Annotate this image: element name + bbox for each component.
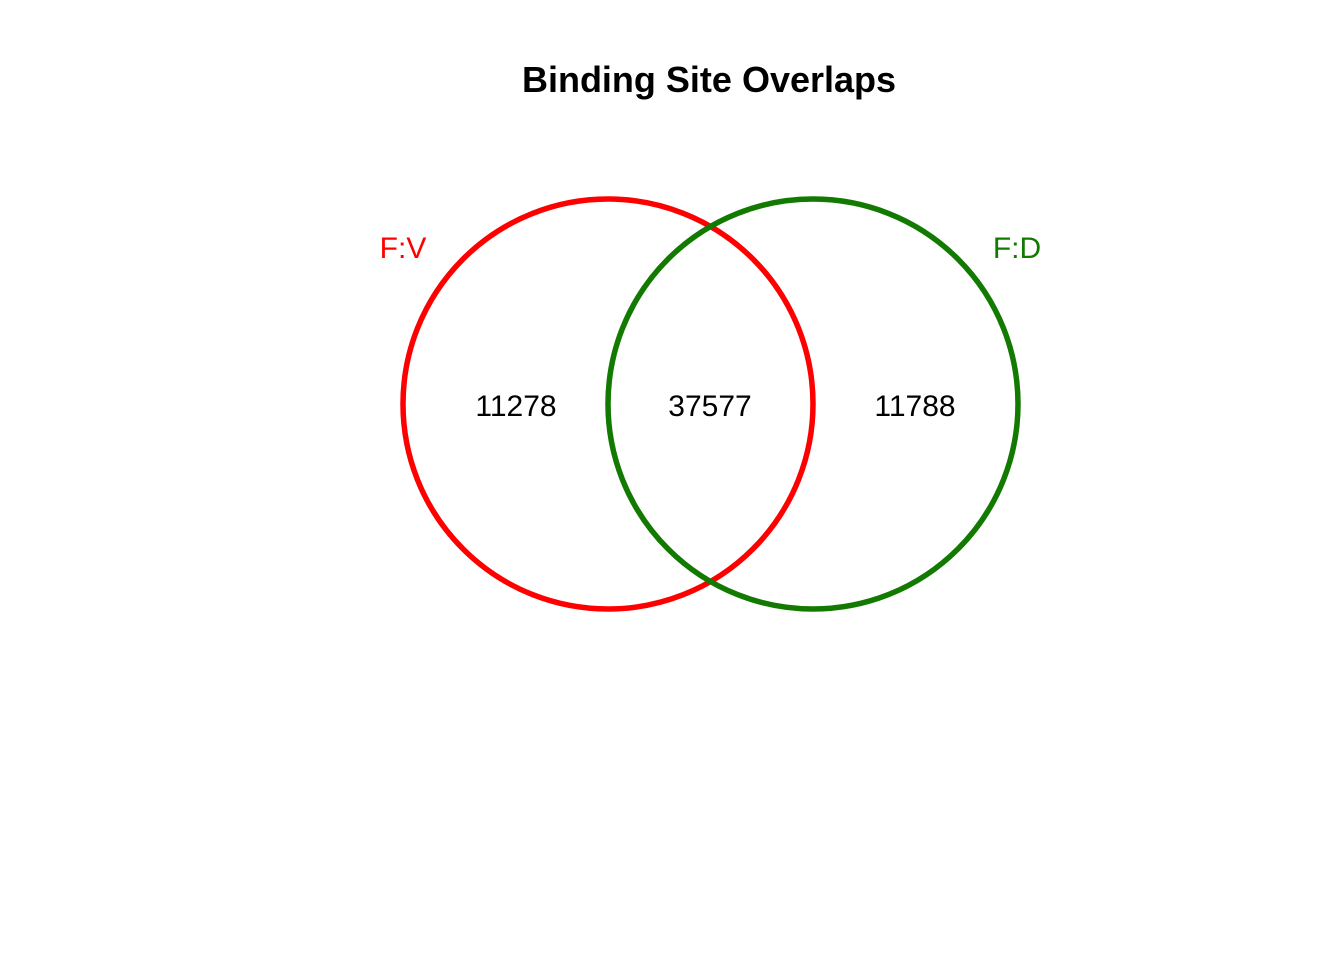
set-label-f-d: F:D xyxy=(993,232,1041,265)
count-f-v-only: 11278 xyxy=(475,390,556,423)
count-intersection: 37577 xyxy=(668,390,751,423)
count-f-d-only: 11788 xyxy=(874,390,955,423)
set-circle-f-v xyxy=(400,196,816,612)
diagram-title: Binding Site Overlaps xyxy=(522,59,896,100)
set-circle-f-d xyxy=(605,196,1021,612)
set-label-f-v: F:V xyxy=(380,232,427,265)
